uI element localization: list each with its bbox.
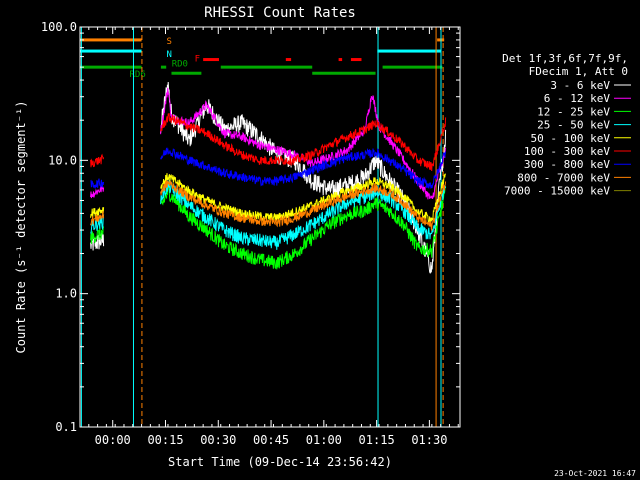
legend-label-7: 800 - 7000 keV <box>517 171 610 184</box>
y-axis-label: Count Rate (s⁻¹ detector segment⁻¹) <box>14 101 28 354</box>
flag-bar-3-2 <box>220 65 313 69</box>
series-line-2 <box>90 185 447 270</box>
chart-title: RHESSI Count Rates <box>204 5 356 21</box>
annotation-s: S <box>166 37 171 47</box>
flag-bar-2-2 <box>338 58 343 62</box>
legend-label-2: 12 - 25 keV <box>537 105 610 118</box>
flag-bar-0-0 <box>80 38 142 42</box>
legend-label-5: 100 - 300 keV <box>524 145 610 158</box>
y-tick-label-0: 0.1 <box>55 420 77 434</box>
legend-label-8: 7000 - 15000 keV <box>504 185 610 198</box>
flag-bar-3-3 <box>382 65 443 69</box>
state-change-lines <box>80 27 444 427</box>
legend-label-1: 6 - 12 keV <box>544 92 611 105</box>
x-tick-label-3: 00:45 <box>253 433 289 447</box>
series-line-6 <box>90 147 447 189</box>
flag-bar-1-1 <box>377 49 441 53</box>
plot-frame <box>79 26 461 428</box>
x-tick-label-4: 01:00 <box>306 433 342 447</box>
legend: Det 1f,3f,6f,7f,9f,FDecim 1, Att 03 - 6 … <box>502 52 631 198</box>
x-tick-label-2: 00:30 <box>200 433 236 447</box>
legend-header-1: FDecim 1, Att 0 <box>529 65 628 78</box>
annotation-n: N <box>166 50 171 60</box>
flag-bar-2-3 <box>350 58 362 62</box>
x-axis-label: Start Time (09-Dec-14 23:56:42) <box>168 455 392 469</box>
x-tick-label-6: 01:30 <box>411 433 447 447</box>
annotation-rd6: RD6 <box>130 70 146 80</box>
y-tick-label-1: 1.0 <box>55 287 77 301</box>
footer-timestamp: 23-Oct-2021 16:47 <box>554 469 636 478</box>
axes: 00:00 00:15 00:30 00:45 01:00 01:15 01:30 0.1 1.… <box>41 20 460 447</box>
series-line-5 <box>90 113 447 172</box>
flag-bar-2-0 <box>203 58 219 62</box>
legend-label-4: 50 - 100 keV <box>531 132 611 145</box>
legend-label-3: 25 - 50 keV <box>537 119 610 132</box>
flag-bar-3-0 <box>80 65 142 69</box>
y-tick-label-3: 100.0 <box>41 20 77 34</box>
y-tick-label-2: 10.0 <box>48 153 77 167</box>
flag-bar-4-1 <box>312 71 376 75</box>
legend-label-0: 3 - 6 keV <box>550 79 610 92</box>
series-lines <box>90 81 447 274</box>
x-tick-label-0: 00:00 <box>95 433 131 447</box>
annotation-f: F <box>195 55 200 65</box>
legend-header-0: Det 1f,3f,6f,7f,9f, <box>502 52 628 65</box>
flag-bars: SN F RD0 RD6 <box>80 37 445 80</box>
series-line-7 <box>90 180 447 231</box>
flag-bar-3-1 <box>160 65 167 69</box>
flag-bar-1-0 <box>80 49 142 53</box>
flag-bar-2-1 <box>285 58 292 62</box>
flag-bar-4-0 <box>171 71 202 75</box>
annotation-rd0: RD0 <box>172 60 188 70</box>
legend-label-6: 300 - 800 keV <box>524 158 610 171</box>
x-tick-label-5: 01:15 <box>359 433 395 447</box>
x-tick-label-1: 00:15 <box>147 433 183 447</box>
